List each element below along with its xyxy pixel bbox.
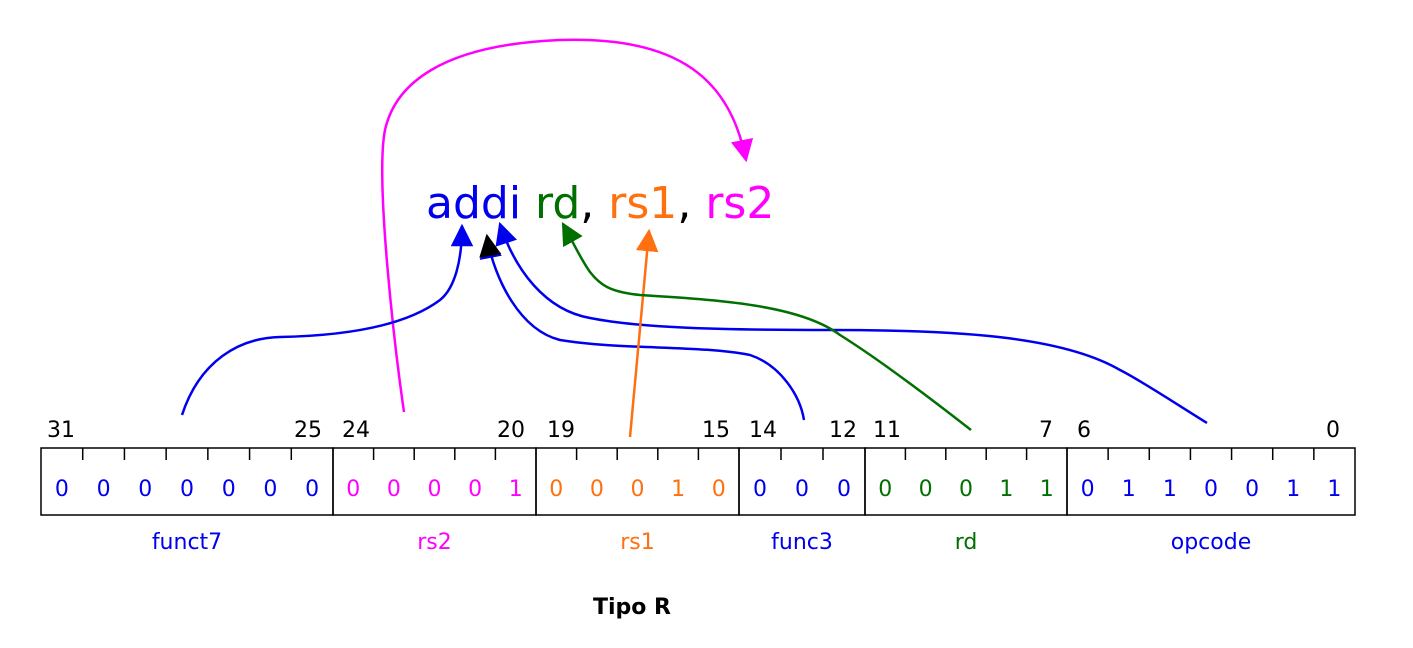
caption: Tipo R [593,595,671,620]
bit-rs1-2: 0 [631,477,645,502]
field-label-rs1: rs1 [620,530,655,555]
bit-rd-0: 0 [878,477,892,502]
bit-func3-0: 0 [753,477,767,502]
bit-index-12: 12 [829,418,857,443]
rs2-operand: rs2 [705,178,774,229]
bit-rs2-4: 1 [509,477,523,502]
bit-index-7: 7 [1039,418,1053,443]
bit-index-14: 14 [749,418,777,443]
arrow-func3 [479,235,806,421]
rd-operand: rd [535,178,580,229]
bit-rs1-0: 0 [549,477,563,502]
bit-func3-2: 0 [837,477,851,502]
encoding-box: 0 0 0 0 0 0 0 funct7 0 0 0 0 1 rs2 0 0 0 1 0 rs1 0 0 0 func3 0 0 0… [40,447,1356,555]
arrow-black [479,233,502,258]
arrow-funct7 [180,223,474,416]
field-label-opcode: opcode [1171,530,1251,555]
comma-2: , [677,178,691,229]
rs1-operand: rs1 [608,178,677,229]
field-label-rd: rd [955,530,978,555]
bit-index-0: 0 [1326,418,1340,443]
bit-funct7-6: 0 [305,477,319,502]
arrow-rd [561,222,972,431]
bit-rd-2: 0 [959,477,973,502]
bit-index-15: 15 [702,418,730,443]
bit-index-20: 20 [497,418,525,443]
bit-rs2-2: 0 [428,477,442,502]
bit-funct7-4: 0 [222,477,236,502]
bit-funct7-1: 0 [97,477,111,502]
bit-rs1-4: 0 [712,477,726,502]
bit-opcode-5: 1 [1286,477,1300,502]
bit-index-6: 6 [1077,418,1091,443]
bit-opcode-1: 1 [1122,477,1136,502]
bit-rs2-1: 0 [387,477,401,502]
field-label-funct7: funct7 [152,530,222,555]
bit-opcode-3: 0 [1204,477,1218,502]
bit-rd-4: 1 [1040,477,1054,502]
bit-rs2-3: 0 [468,477,482,502]
connector-arrows [180,38,1208,438]
bit-opcode-0: 0 [1081,477,1095,502]
bit-funct7-0: 0 [55,477,69,502]
arrow-rs2 [381,38,754,413]
bit-index-31: 31 [47,418,75,443]
comma-1: , [580,178,594,229]
bit-index-labels: 31 25 24 20 19 15 14 12 11 7 6 0 [47,418,1340,443]
bit-index-24: 24 [342,418,370,443]
arrow-rs1 [628,228,659,438]
bit-opcode-2: 1 [1163,477,1177,502]
bit-rs2-0: 0 [346,477,360,502]
bit-funct7-2: 0 [138,477,152,502]
arrow-opcode [495,221,1208,425]
bit-rs1-3: 1 [671,477,685,502]
bit-rd-3: 1 [999,477,1013,502]
bit-func3-1: 0 [795,477,809,502]
bit-opcode-6: 1 [1327,477,1341,502]
bit-opcode-4: 0 [1245,477,1259,502]
bit-rs1-1: 0 [590,477,604,502]
instruction-text: addi rd, rs1, rs2 [426,178,774,229]
bit-index-25: 25 [294,418,322,443]
mnemonic-text: addi [426,178,521,229]
bit-index-11: 11 [873,418,901,443]
field-box-opcode [1066,447,1356,516]
field-label-func3: func3 [771,530,833,555]
bit-funct7-3: 0 [180,477,194,502]
bit-rd-1: 0 [919,477,933,502]
bit-index-19: 19 [547,418,575,443]
bit-funct7-5: 0 [263,477,277,502]
field-label-rs2: rs2 [417,530,452,555]
